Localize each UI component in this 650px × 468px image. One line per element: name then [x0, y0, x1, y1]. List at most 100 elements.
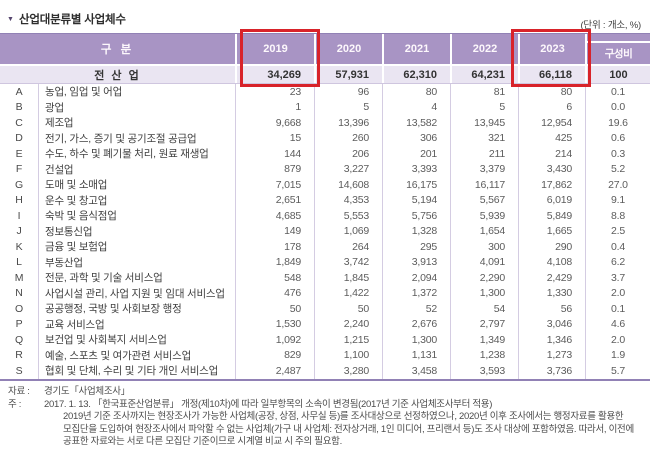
footnotes: 자료 : 경기도「사업체조사」 주 : 2017. 1. 13. 「한국표준산업… — [8, 386, 646, 449]
table-row-D: D 전기, 가스, 증기 및 공기조절 공급업 15 260 306 321 425 0.6 — [0, 130, 650, 146]
year-value: 4,685 — [235, 208, 314, 224]
page-title: 산업대분류별 사업체수 — [18, 14, 126, 26]
year-value: 1,238 — [450, 347, 518, 363]
year-value: 4,108 — [518, 254, 585, 270]
year-value: 13,945 — [450, 115, 518, 131]
industry-code: M — [14, 271, 24, 284]
unit-label: (단위 : 개소, %) — [580, 20, 641, 31]
industry-name: 정보통신업 — [38, 223, 235, 239]
footnote-source-text: 경기도「사업체조사」 — [44, 386, 130, 397]
year-value: 548 — [235, 270, 314, 286]
year-value: 1,372 — [382, 285, 450, 301]
year-value: 80 — [518, 84, 585, 100]
highlight-box-2019 — [240, 29, 320, 87]
year-value: 3,593 — [450, 363, 518, 379]
year-value: 1,300 — [382, 332, 450, 348]
year-value: 260 — [314, 130, 382, 146]
ratio-value: 6.2 — [585, 254, 650, 270]
ratio-value: 4.6 — [585, 316, 650, 332]
year-value: 879 — [235, 161, 314, 177]
year-value: 321 — [450, 130, 518, 146]
table-body: A 농업, 임업 및 어업 23 96 80 81 80 0.1 B 광업 1 5 4 5 6 0.0 C 제조업… — [0, 84, 650, 379]
year-value: 3,458 — [382, 363, 450, 379]
footnote-source-label: 자료 : — [8, 386, 30, 397]
year-value: 1,328 — [382, 223, 450, 239]
industry-name: 부동산업 — [38, 254, 235, 270]
year-value: 214 — [518, 146, 585, 162]
year-value: 201 — [382, 146, 450, 162]
table-row-P: P 교육 서비스업 1,530 2,240 2,676 2,797 3,046 4.6 — [0, 316, 650, 332]
total-ratio-value: 100 — [585, 66, 650, 83]
industry-code: C — [15, 116, 23, 129]
year-value: 96 — [314, 84, 382, 100]
industry-code: P — [15, 318, 23, 331]
year-value: 149 — [235, 223, 314, 239]
industry-code: E — [15, 147, 23, 160]
year-header-2019: 2019 — [235, 34, 314, 64]
industry-name: 숙박 및 음식점업 — [38, 208, 235, 224]
table-row-A: A 농업, 임업 및 어업 23 96 80 81 80 0.1 — [0, 84, 650, 100]
year-value: 3,742 — [314, 254, 382, 270]
industry-name: 제조업 — [38, 115, 235, 131]
ratio-value: 2.0 — [585, 285, 650, 301]
year-header-2020: 2020 — [314, 34, 382, 64]
footnote-note-line: 공표한 자료와는 서로 다른 모집단 기준이므로 시계열 비교 시 주의 필요함… — [63, 436, 342, 447]
year-value: 50 — [314, 301, 382, 317]
footnote-note-line: 모집단을 도입하여 현장조사에서 파악할 수 없는 사업체(가구 내 사업체: … — [63, 423, 634, 435]
ratio-value: 0.6 — [585, 130, 650, 146]
ratio-header-gap — [587, 41, 650, 43]
year-value: 3,913 — [382, 254, 450, 270]
year-value: 54 — [450, 301, 518, 317]
year-value: 5,194 — [382, 192, 450, 208]
industry-name: 건설업 — [38, 161, 235, 177]
year-value: 3,430 — [518, 161, 585, 177]
year-value: 2,651 — [235, 192, 314, 208]
ratio-value: 0.1 — [585, 84, 650, 100]
year-value: 144 — [235, 146, 314, 162]
year-value: 4 — [382, 99, 450, 115]
year-value: 3,379 — [450, 161, 518, 177]
year-value: 211 — [450, 146, 518, 162]
footnote-note-first-line: 2017. 1. 13. 「한국표준산업분류」 개정(제10차)에 따라 일부항… — [44, 398, 493, 410]
total-year-value: 64,231 — [450, 66, 518, 83]
column-header-gubun: 구 분 — [100, 44, 135, 56]
year-value: 5,567 — [450, 192, 518, 208]
year-value: 1,654 — [450, 223, 518, 239]
year-value: 1 — [235, 99, 314, 115]
table-row-L: L 부동산업 1,849 3,742 3,913 4,091 4,108 6.2 — [0, 254, 650, 270]
year-value: 14,608 — [314, 177, 382, 193]
year-value: 1,346 — [518, 332, 585, 348]
highlight-box-2023 — [511, 29, 591, 87]
industry-code: Q — [15, 333, 23, 346]
ratio-value: 27.0 — [585, 177, 650, 193]
year-value: 264 — [314, 239, 382, 255]
footnote-note-line: 2019년 기준 조사까지는 현장조사가 가능한 사업체(공장, 상점, 사무실… — [63, 411, 624, 422]
industry-name: 금융 및 보험업 — [38, 239, 235, 255]
year-value: 5 — [450, 99, 518, 115]
year-value: 3,280 — [314, 363, 382, 379]
year-value: 3,736 — [518, 363, 585, 379]
year-value: 5,849 — [518, 208, 585, 224]
industry-code: L — [16, 256, 22, 269]
year-value: 17,862 — [518, 177, 585, 193]
table-row-O: O 공공행정, 국방 및 사회보장 행정 50 50 52 54 56 0.1 — [0, 301, 650, 317]
year-value: 16,117 — [450, 177, 518, 193]
year-value: 52 — [382, 301, 450, 317]
industry-name: 광업 — [38, 99, 235, 115]
total-row-label: 전 산 업 — [94, 69, 141, 82]
industry-name: 농업, 임업 및 어업 — [38, 84, 235, 100]
table-row-J: J 정보통신업 149 1,069 1,328 1,654 1,665 2.5 — [0, 223, 650, 239]
year-value: 300 — [450, 239, 518, 255]
year-value: 5,553 — [314, 208, 382, 224]
table-row-S: S 협회 및 단체, 수리 및 기타 개인 서비스업 2,487 3,280 3,458… — [0, 363, 650, 379]
total-year-value: 57,931 — [314, 66, 382, 83]
ratio-value: 19.6 — [585, 115, 650, 131]
table-row-K: K 금융 및 보험업 178 264 295 300 290 0.4 — [0, 239, 650, 255]
ratio-value: 0.1 — [585, 301, 650, 317]
table-row-Q: Q 보건업 및 사회복지 서비스업 1,092 1,215 1,300 1,349 1,34… — [0, 332, 650, 348]
ratio-value: 1.9 — [585, 347, 650, 363]
industry-name: 사업시설 관리, 사업 지원 및 임대 서비스업 — [38, 285, 235, 301]
industry-code: F — [15, 163, 23, 176]
year-value: 56 — [518, 301, 585, 317]
industry-code: J — [16, 225, 22, 238]
